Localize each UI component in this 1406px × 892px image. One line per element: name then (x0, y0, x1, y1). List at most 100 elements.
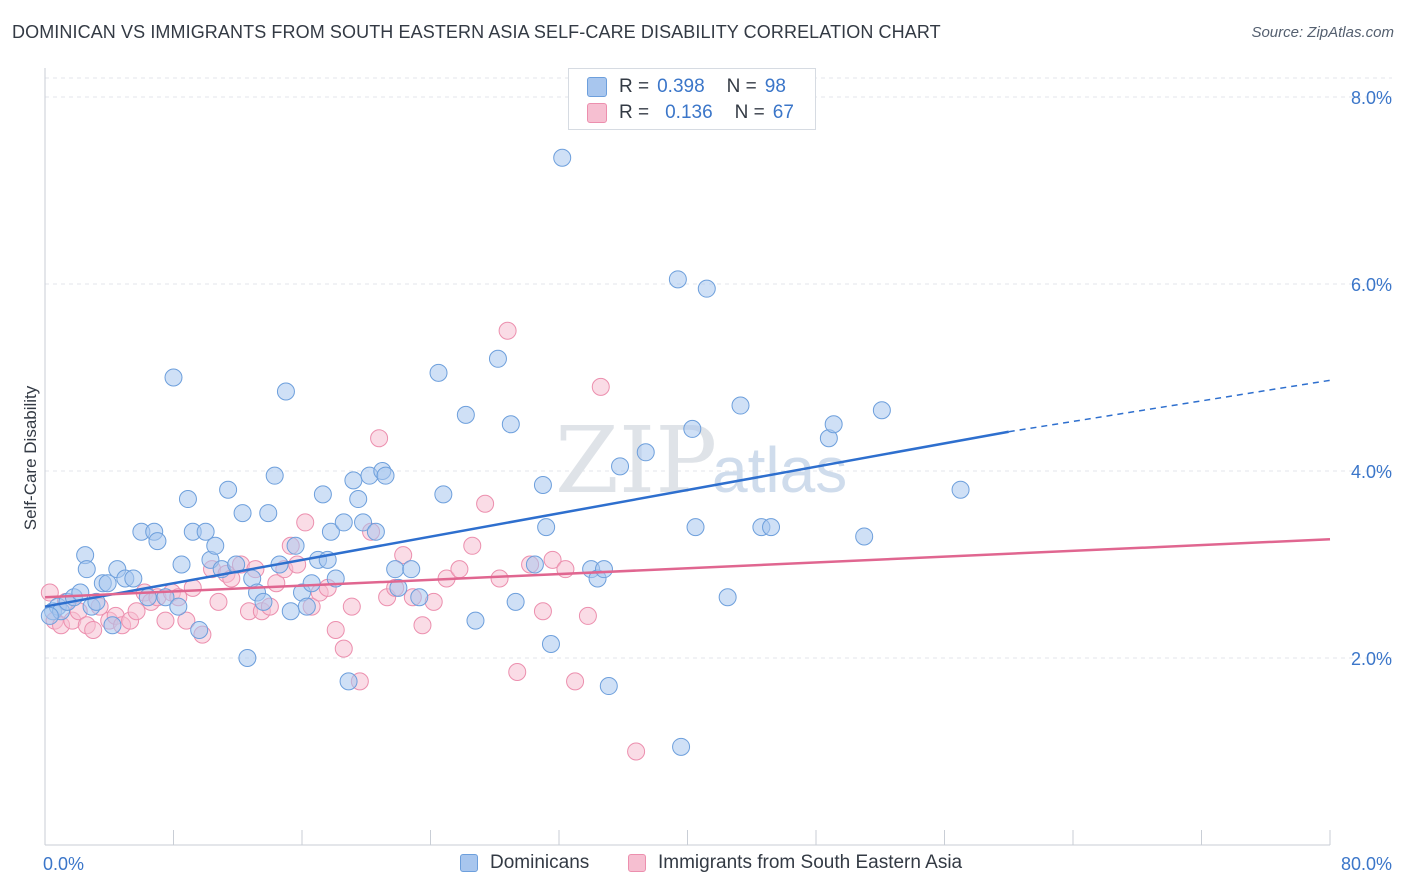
blue-point (533, 476, 552, 495)
blue-point (178, 490, 197, 509)
blue-point (672, 737, 691, 756)
blue-point (386, 560, 405, 579)
y-tick-label: 8.0% (1351, 88, 1392, 108)
pink-point (566, 672, 585, 691)
pink-point (413, 616, 432, 635)
pink-point (533, 602, 552, 621)
pink-point (394, 546, 413, 565)
pink-point (296, 513, 315, 532)
blue-point (334, 513, 353, 532)
r-label: R = (619, 76, 650, 97)
x-tick-label: 0.0% (43, 854, 84, 874)
y-axis-label: Self-Care Disability (21, 385, 40, 530)
r-label: R = (619, 102, 650, 123)
legend-item-immigrants: Immigrants from South Eastern Asia (628, 852, 962, 874)
blue-point (169, 597, 188, 616)
pink-trend-line (44, 538, 1331, 599)
blue-point (98, 574, 117, 593)
blue-point (265, 466, 284, 485)
blue-point (611, 457, 630, 476)
blue-point (77, 560, 96, 579)
r-value: 0.398 (657, 76, 705, 97)
blue-point (254, 592, 273, 611)
legend-item-dominicans: Dominicans (460, 852, 589, 874)
blue-point (456, 405, 475, 424)
stats-row-pink: R = 0.136 N = 67 (587, 100, 794, 126)
blue-point (164, 368, 183, 387)
blue-point (354, 513, 373, 532)
pink-point (627, 742, 646, 761)
blue-point (541, 634, 560, 653)
pink-point (463, 536, 482, 555)
blue-point (488, 349, 507, 368)
blue-point (506, 592, 525, 611)
legend-label: Immigrants from South Eastern Asia (658, 852, 963, 873)
blue-point (206, 536, 225, 555)
blue-point (297, 597, 316, 616)
blue-swatch (587, 77, 607, 97)
pink-point (591, 377, 610, 396)
n-label: N = (726, 76, 757, 97)
blue-point (148, 532, 167, 551)
pink-point (543, 550, 562, 569)
r-value: 0.136 (665, 102, 713, 123)
blue-point (259, 504, 278, 523)
blue-point (376, 466, 395, 485)
blue-point (594, 560, 613, 579)
blue-point (40, 606, 59, 625)
chart-title: DOMINICAN VS IMMIGRANTS FROM SOUTH EASTE… (12, 22, 941, 42)
pink-point (450, 560, 469, 579)
blue-point (389, 578, 408, 597)
blue-point (402, 560, 421, 579)
blue-trend-line (44, 430, 1009, 608)
legend-label: Dominicans (490, 852, 590, 873)
series-pink-points (40, 321, 646, 761)
blue-point (697, 279, 716, 298)
blue-point (124, 569, 143, 588)
axes (44, 68, 1331, 846)
blue-point (762, 518, 781, 537)
blue-point (824, 415, 843, 434)
blue-point (302, 574, 321, 593)
pink-point (370, 429, 389, 448)
x-tick-label: 80.0% (1341, 854, 1392, 874)
blue-point (718, 588, 737, 607)
blue-point (553, 148, 572, 167)
stats-row-blue: R = 0.398 N = 98 (587, 74, 786, 100)
pink-point (578, 606, 597, 625)
tick-labels: 2.0% 4.0% 6.0% 8.0% 0.0% 80.0% (43, 88, 1392, 874)
blue-point (313, 485, 332, 504)
blue-point (281, 602, 300, 621)
blue-point (466, 611, 485, 630)
blue-point (233, 504, 252, 523)
n-label: N = (734, 102, 765, 123)
pink-point (498, 321, 517, 340)
blue-point (238, 649, 257, 667)
bottom-legend: Dominicans Immigrants from South Eastern… (0, 852, 1406, 876)
blue-point (501, 415, 520, 434)
pink-point (177, 611, 196, 630)
y-tick-label: 6.0% (1351, 275, 1392, 295)
blue-point (434, 485, 453, 504)
pink-point (84, 620, 103, 639)
blue-point (872, 401, 891, 420)
blue-point (686, 518, 705, 537)
y-tick-label: 4.0% (1351, 462, 1392, 482)
pink-point (209, 592, 228, 611)
blue-point (668, 270, 687, 289)
blue-trend-extension (1008, 379, 1331, 433)
blue-point (103, 616, 122, 635)
pink-point (476, 494, 495, 513)
blue-point (172, 555, 191, 574)
blue-point (321, 522, 340, 541)
n-value: 98 (764, 76, 786, 97)
trend-lines (44, 379, 1331, 608)
blue-point (731, 396, 750, 415)
blue-point (599, 677, 618, 696)
pink-point (156, 611, 175, 630)
legend-swatch-blue (460, 854, 478, 872)
watermark: ZIP atlas (555, 407, 847, 514)
pink-swatch (587, 103, 607, 123)
pink-point (127, 602, 146, 621)
